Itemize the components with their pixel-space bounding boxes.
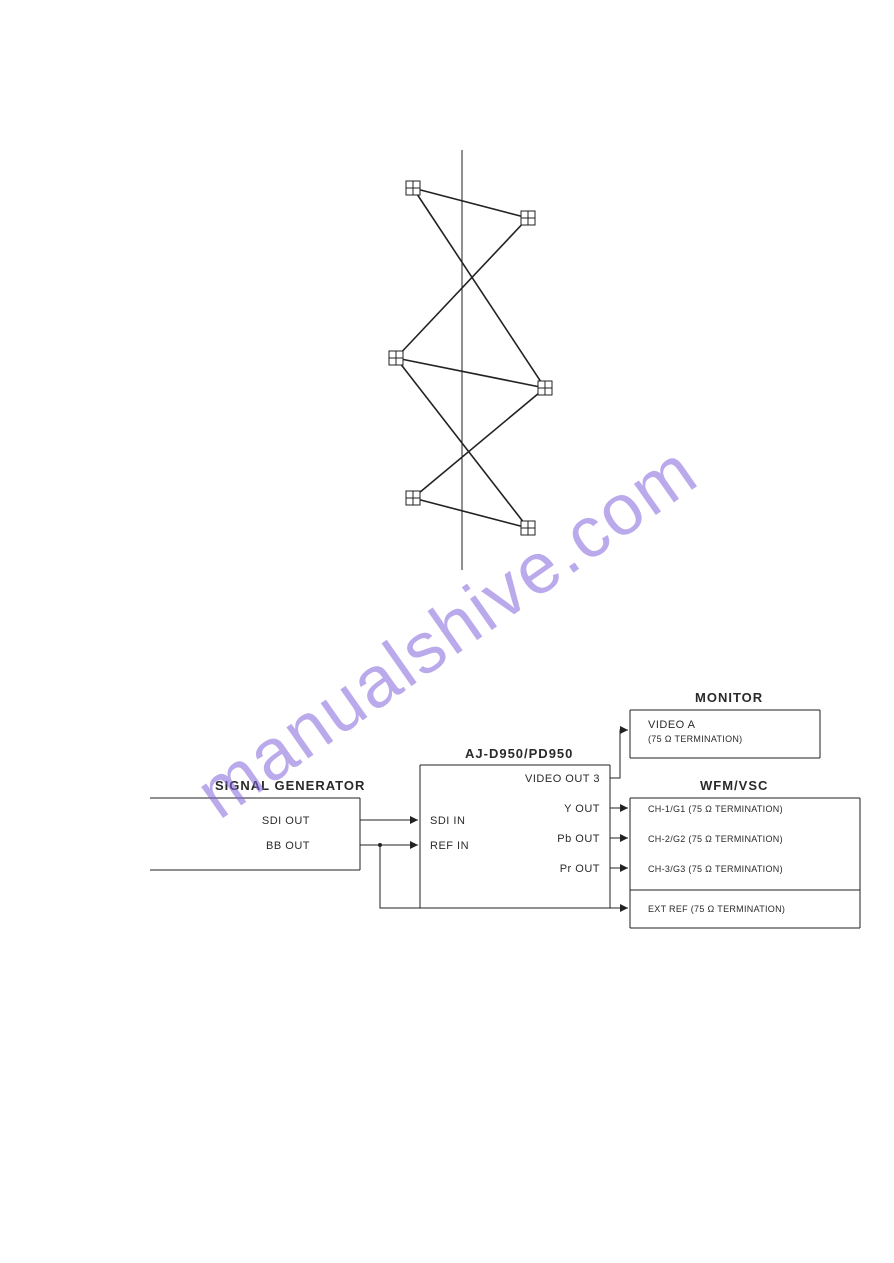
node-mr (538, 381, 552, 395)
deck-block: AJ-D950/PD950 SDI IN REF IN VIDEO OUT 3 … (420, 746, 610, 908)
pb-out-label: Pb OUT (557, 833, 600, 845)
pr-out-label: Pr OUT (560, 863, 600, 875)
video-out3-label: VIDEO OUT 3 (525, 773, 600, 785)
node-br (521, 521, 535, 535)
arrow-video3 (620, 726, 628, 734)
deck-title: AJ-D950/PD950 (465, 746, 573, 761)
node-tr (521, 211, 535, 225)
conn-video3 (610, 730, 628, 778)
ext-ref-label: EXT REF (75 Ω TERMINATION) (648, 904, 785, 914)
video-a-sublabel: (75 Ω TERMINATION) (648, 734, 742, 744)
edges (396, 188, 545, 528)
ref-in-label: REF IN (430, 840, 469, 852)
arrow-y (620, 804, 628, 812)
nodes (389, 181, 552, 535)
upper-diagram (389, 150, 552, 570)
ch3-label: CH-3/G3 (75 Ω TERMINATION) (648, 864, 783, 874)
y-out-label: Y OUT (564, 803, 600, 815)
sdi-out-label: SDI OUT (262, 815, 310, 827)
arrow-sdi (410, 816, 418, 824)
video-a-label: VIDEO A (648, 719, 696, 731)
bb-out-label: BB OUT (266, 840, 310, 852)
ch1-label: CH-1/G1 (75 Ω TERMINATION) (648, 804, 783, 814)
node-bl (406, 491, 420, 505)
page-svg: SIGNAL GENERATOR SDI OUT BB OUT AJ-D950/… (0, 0, 894, 1263)
signal-generator-title: SIGNAL GENERATOR (215, 778, 365, 793)
arrow-bb (410, 841, 418, 849)
monitor-block: MONITOR VIDEO A (75 Ω TERMINATION) (630, 690, 820, 758)
edge-ml-mr (396, 358, 545, 388)
sdi-in-label: SDI IN (430, 815, 465, 827)
arrow-pb (620, 834, 628, 842)
block-diagram: SIGNAL GENERATOR SDI OUT BB OUT AJ-D950/… (150, 690, 860, 928)
junction-bb (378, 843, 382, 847)
wfm-block: WFM/VSC CH-1/G1 (75 Ω TERMINATION) CH-2/… (630, 778, 860, 928)
node-ml (389, 351, 403, 365)
monitor-title: MONITOR (695, 690, 763, 705)
ch2-label: CH-2/G2 (75 Ω TERMINATION) (648, 834, 783, 844)
arrow-pr (620, 864, 628, 872)
signal-generator-block: SIGNAL GENERATOR SDI OUT BB OUT (150, 778, 365, 870)
edge-bl-br (413, 498, 528, 528)
conn-extref (380, 845, 628, 908)
arrow-extref (620, 904, 628, 912)
node-tl (406, 181, 420, 195)
wfm-title: WFM/VSC (700, 778, 768, 793)
